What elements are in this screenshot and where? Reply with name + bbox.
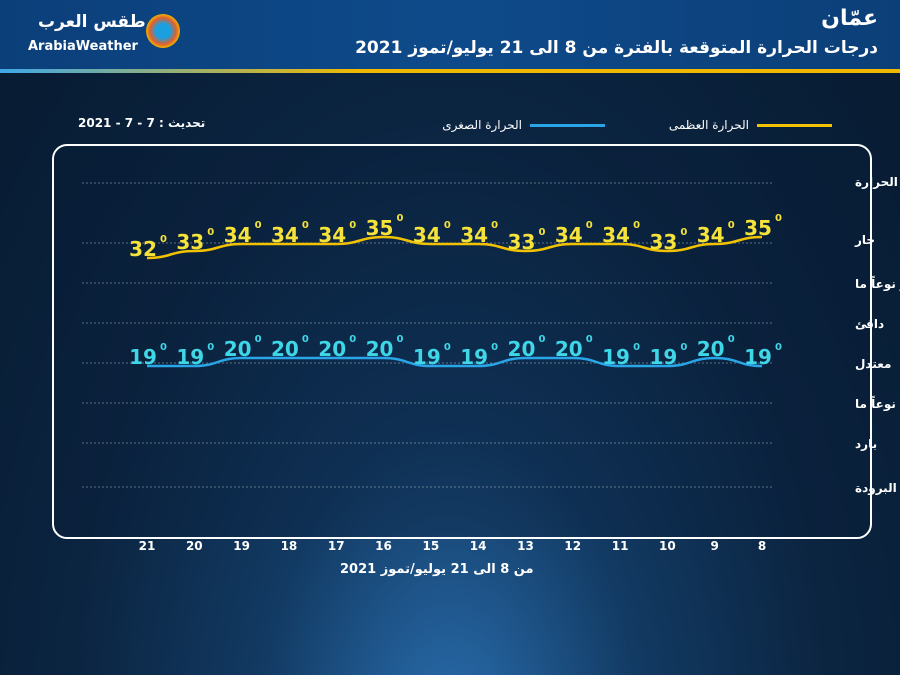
degree-symbol: 0	[538, 227, 545, 238]
degree-symbol: 0	[538, 334, 545, 345]
degree-symbol: 0	[349, 220, 356, 231]
x-tick-label: 20	[186, 539, 203, 553]
y-category-label: شديد الحرارة	[855, 175, 900, 189]
header-divider	[0, 69, 900, 73]
degree-symbol: 0	[728, 220, 735, 231]
legend-min: الحرارة الصغرى	[442, 118, 605, 132]
x-tick-label: 12	[564, 539, 581, 553]
data-label: 34	[318, 223, 346, 247]
x-tick-label: 14	[470, 539, 487, 553]
degree-symbol: 0	[160, 342, 167, 353]
logo-arabic: طقس العرب	[38, 12, 146, 32]
degree-symbol: 0	[633, 220, 640, 231]
update-date: تحديث : 7 - 7 - 2021	[78, 116, 206, 130]
data-label: 34	[224, 223, 252, 247]
data-label: 34	[555, 223, 583, 247]
data-label: 33	[649, 230, 677, 254]
data-label: 20	[318, 337, 346, 361]
y-category-label: حار نوعاً ما	[855, 275, 900, 292]
data-label: 20	[366, 337, 394, 361]
degree-symbol: 0	[302, 220, 309, 231]
y-category-label: معتدل	[855, 357, 891, 371]
plot-frame	[52, 144, 872, 539]
x-tick-label: 19	[233, 539, 250, 553]
y-category-label: بارد نوعاً ما	[855, 395, 900, 412]
data-label: 34	[460, 223, 488, 247]
data-label: 19	[129, 345, 157, 369]
legend-max-label: الحرارة العظمى	[668, 118, 749, 132]
degree-symbol: 0	[349, 334, 356, 345]
x-tick-label: 13	[517, 539, 534, 553]
x-tick-label: 15	[422, 539, 439, 553]
city-title: عمّان	[821, 6, 878, 31]
degree-symbol: 0	[728, 334, 735, 345]
degree-symbol: 0	[633, 342, 640, 353]
degree-symbol: 0	[586, 220, 593, 231]
x-tick-label: 16	[375, 539, 392, 553]
legend-max-swatch	[757, 123, 832, 127]
series-line-min	[147, 356, 763, 368]
data-label: 19	[744, 345, 772, 369]
degree-symbol: 0	[207, 342, 214, 353]
page-title: درجات الحرارة المتوقعة بالفترة من 8 الى …	[355, 38, 878, 58]
legend-max: الحرارة العظمى	[669, 118, 832, 132]
data-label: 19	[460, 345, 488, 369]
data-label: 35	[366, 216, 394, 240]
data-label: 20	[508, 337, 536, 361]
data-label: 19	[649, 345, 677, 369]
data-label: 32	[129, 237, 157, 261]
degree-symbol: 0	[775, 213, 782, 224]
data-label: 33	[176, 230, 204, 254]
data-label: 20	[224, 337, 252, 361]
data-label: 19	[413, 345, 441, 369]
degree-symbol: 0	[255, 334, 262, 345]
degree-symbol: 0	[397, 213, 404, 224]
degree-symbol: 0	[397, 334, 404, 345]
series-line-max	[146, 235, 763, 260]
degree-symbol: 0	[255, 220, 262, 231]
x-tick-label: 18	[281, 539, 298, 553]
y-category-label: بارد	[855, 437, 877, 451]
data-label: 34	[602, 223, 630, 247]
data-label: 20	[271, 337, 299, 361]
degree-symbol: 0	[775, 342, 782, 353]
degree-symbol: 0	[444, 342, 451, 353]
y-category-label: دافئ	[855, 317, 884, 331]
y-category-label: شديد البرودة	[855, 481, 900, 496]
degree-symbol: 0	[302, 334, 309, 345]
degree-symbol: 0	[491, 342, 498, 353]
data-label: 34	[271, 223, 299, 247]
logo-english: ArabiaWeather	[28, 39, 138, 54]
degree-symbol: 0	[160, 234, 167, 245]
degree-symbol: 0	[586, 334, 593, 345]
degree-symbol: 0	[680, 342, 687, 353]
data-label: 33	[508, 230, 536, 254]
data-label: 35	[744, 216, 772, 240]
data-label: 20	[697, 337, 725, 361]
x-tick-label: 9	[711, 539, 719, 553]
data-label: 19	[176, 345, 204, 369]
data-label: 19	[602, 345, 630, 369]
x-axis-label: من 8 الى 21 يوليو/تموز 2021	[340, 562, 534, 577]
data-label: 34	[413, 223, 441, 247]
legend-min-label: الحرارة الصغرى	[442, 118, 522, 132]
degree-symbol: 0	[444, 220, 451, 231]
x-tick-label: 10	[659, 539, 676, 553]
y-category-label: حار	[854, 233, 875, 247]
legend-min-swatch	[530, 123, 605, 127]
data-label: 20	[555, 337, 583, 361]
degree-symbol: 0	[207, 227, 214, 238]
degree-symbol: 0	[680, 227, 687, 238]
x-tick-label: 17	[328, 539, 345, 553]
degree-symbol: 0	[491, 220, 498, 231]
x-tick-label: 11	[612, 539, 629, 553]
data-label: 34	[697, 223, 725, 247]
x-tick-label: 21	[139, 539, 156, 553]
x-tick-label: 8	[758, 539, 766, 553]
sun-logo-icon	[146, 14, 180, 48]
